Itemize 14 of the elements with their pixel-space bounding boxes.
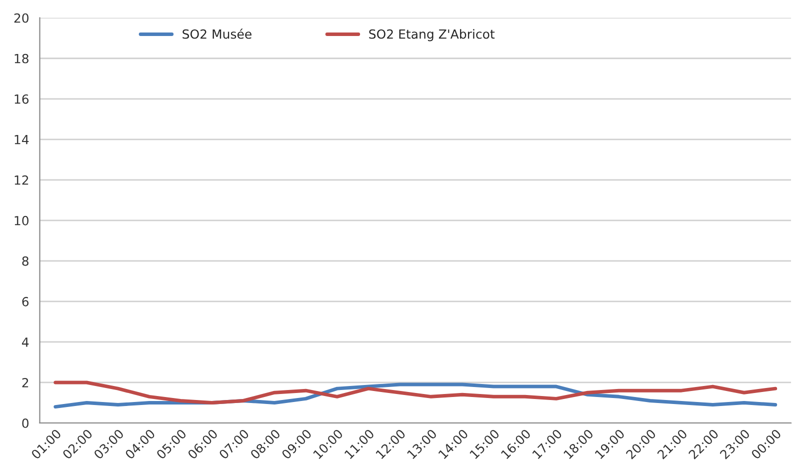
y-tick-label: 18 <box>14 54 28 64</box>
y-tick-label: 6 <box>22 296 29 306</box>
legend-label: SO2 Etang Z'Abricot <box>369 29 495 42</box>
y-tick-label: 2 <box>22 378 28 388</box>
y-tick-label: 8 <box>22 256 28 266</box>
y-tick-label: 4 <box>22 338 29 347</box>
y-tick-label: 10 <box>14 216 29 226</box>
legend-label: SO2 Musée <box>182 28 252 39</box>
y-tick-label: 14 <box>14 135 29 144</box>
line-series <box>54 380 778 404</box>
y-tick-label: 0 <box>22 418 29 428</box>
y-tick-label: 12 <box>14 175 28 185</box>
y-tick-label: 20 <box>14 13 29 23</box>
y-tick-label: 16 <box>14 94 29 104</box>
